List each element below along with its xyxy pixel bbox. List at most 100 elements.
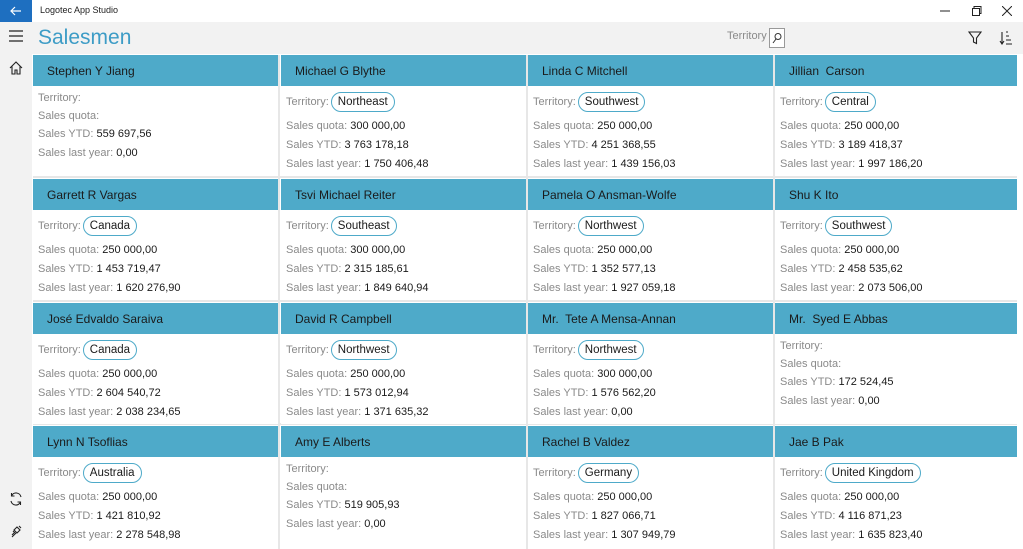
column-divider: [278, 55, 280, 549]
search-placeholder[interactable]: Territory: [727, 30, 767, 42]
salesman-card[interactable]: Rachel B Valdez Territory: Germany Sales qu…: [528, 426, 773, 547]
salesman-card[interactable]: Jillian Carson Territory: Central Sales quo…: [775, 55, 1017, 176]
page-header: Salesmen Territory: [32, 22, 1023, 54]
sales-quota-value: 250 000,00: [597, 491, 653, 503]
sales-last-year-row: Sales last year: 0,00: [533, 406, 633, 418]
salesman-card[interactable]: Stephen Y Jiang Territory: Sales quota: Sal…: [33, 55, 278, 176]
sales-last-year-value: 0,00: [116, 147, 138, 159]
salesman-name: José Edvaldo Saraiva: [47, 312, 164, 326]
sales-last-year-value: 0,00: [858, 395, 880, 407]
territory-badge: Southeast: [330, 216, 397, 236]
sales-last-year-row: Sales last year: 2 073 506,00: [780, 282, 923, 294]
sales-ytd-row: Sales YTD: 4 251 368,55: [533, 139, 656, 151]
sales-last-year-value: 1 620 276,90: [116, 282, 181, 294]
close-button[interactable]: [992, 0, 1022, 22]
territory-search[interactable]: Territory: [727, 25, 787, 49]
search-button[interactable]: [769, 28, 785, 48]
sales-quota-label: Sales quota:: [286, 368, 348, 380]
sales-quota-value: 300 000,00: [597, 368, 653, 380]
salesman-card[interactable]: Amy E Alberts Territory: Sales quota: Sales…: [281, 426, 526, 547]
sales-last-year-value: 2 278 548,98: [116, 529, 181, 541]
sales-quota-value: 300 000,00: [350, 120, 406, 132]
sort-button[interactable]: [995, 27, 1017, 49]
salesman-card[interactable]: Mr. Tete A Mensa-Annan Territory: Northwes…: [528, 303, 773, 424]
territory-row: Territory: Australia: [38, 463, 142, 483]
territory-label: Territory:: [38, 220, 81, 232]
territory-row: Territory:: [38, 92, 81, 104]
sales-quota-label: Sales quota:: [38, 244, 100, 256]
maximize-button[interactable]: [962, 0, 992, 22]
salesman-card[interactable]: Pamela O Ansman-Wolfe Territory: Northwest…: [528, 179, 773, 300]
salesmen-grid: Stephen Y Jiang Territory: Sales quota: Sal…: [33, 55, 1017, 549]
sales-quota-row: Sales quota: 250 000,00: [533, 491, 652, 503]
row-divider: [33, 423, 1017, 425]
territory-badge: Northwest: [577, 216, 644, 236]
sales-last-year-row: Sales last year: 0,00: [780, 395, 880, 407]
salesman-name: Lynn N Tsoflias: [47, 435, 128, 449]
sales-quota-row: Sales quota: 250 000,00: [780, 491, 899, 503]
sales-ytd-row: Sales YTD: 3 763 178,18: [286, 139, 409, 151]
connect-button[interactable]: [6, 521, 26, 541]
sales-quota-value: 250 000,00: [597, 244, 653, 256]
sales-quota-row: Sales quota: 250 000,00: [38, 491, 157, 503]
sales-quota-value: 250 000,00: [350, 368, 406, 380]
sales-quota-row: Sales quota:: [286, 481, 347, 493]
territory-row: Territory:: [780, 340, 823, 352]
sales-last-year-label: Sales last year:: [533, 529, 609, 541]
salesman-card[interactable]: Garrett R Vargas Territory: Canada Sales qu…: [33, 179, 278, 300]
sales-last-year-row: Sales last year: 1 371 635,32: [286, 406, 429, 418]
sales-last-year-label: Sales last year:: [38, 406, 114, 418]
sales-ytd-label: Sales YTD:: [780, 376, 836, 388]
sales-ytd-row: Sales YTD: 2 315 185,61: [286, 263, 409, 275]
card-header: Lynn N Tsoflias: [33, 426, 278, 457]
territory-badge: Southwest: [577, 92, 646, 112]
sales-ytd-row: Sales YTD: 172 524,45: [780, 376, 894, 388]
sales-last-year-value: 1 997 186,20: [858, 158, 923, 170]
card-header: Shu K Ito: [775, 179, 1017, 210]
salesman-card[interactable]: Jae B Pak Territory: United Kingdom Sales q…: [775, 426, 1017, 547]
home-icon: [9, 61, 23, 75]
salesman-name: Linda C Mitchell: [542, 64, 628, 78]
card-header: Mr. Tete A Mensa-Annan: [528, 303, 773, 334]
sales-ytd-label: Sales YTD:: [780, 510, 836, 522]
refresh-button[interactable]: [6, 489, 26, 509]
sales-ytd-row: Sales YTD: 2 458 535,62: [780, 263, 903, 275]
filter-button[interactable]: [964, 27, 986, 49]
sales-ytd-value: 3 189 418,37: [838, 139, 903, 151]
sales-last-year-value: 1 849 640,94: [364, 282, 429, 294]
sales-ytd-row: Sales YTD: 2 604 540,72: [38, 387, 161, 399]
salesman-card[interactable]: David R Campbell Territory: Northwest Sales…: [281, 303, 526, 424]
sales-last-year-row: Sales last year: 1 620 276,90: [38, 282, 181, 294]
salesman-card[interactable]: Mr. Syed E Abbas Territory: Sales quota: Sa…: [775, 303, 1017, 424]
sales-ytd-value: 2 458 535,62: [838, 263, 903, 275]
sales-quota-label: Sales quota:: [533, 491, 595, 503]
column-divider: [526, 55, 528, 549]
salesman-name: Mr. Tete A Mensa-Annan: [542, 312, 676, 326]
salesman-card[interactable]: José Edvaldo Saraiva Territory: Canada Sale…: [33, 303, 278, 424]
sales-last-year-row: Sales last year: 1 997 186,20: [780, 158, 923, 170]
sales-last-year-row: Sales last year: 1 635 823,40: [780, 529, 923, 541]
salesman-name: Mr. Syed E Abbas: [789, 312, 888, 326]
sales-last-year-label: Sales last year:: [286, 158, 362, 170]
sales-last-year-value: 1 635 823,40: [858, 529, 923, 541]
menu-button[interactable]: [6, 26, 26, 46]
sales-ytd-row: Sales YTD: 1 573 012,94: [286, 387, 409, 399]
salesman-card[interactable]: Lynn N Tsoflias Territory: Australia Sales …: [33, 426, 278, 547]
sales-ytd-row: Sales YTD: 1 453 719,47: [38, 263, 161, 275]
salesman-card[interactable]: Tsvi Michael Reiter Territory: Southeast Sa…: [281, 179, 526, 300]
back-button[interactable]: [0, 0, 32, 22]
home-button[interactable]: [6, 58, 26, 78]
sales-last-year-value: 2 038 234,65: [116, 406, 181, 418]
territory-badge: Germany: [577, 463, 640, 483]
sales-ytd-value: 519 905,93: [344, 499, 400, 511]
sales-last-year-row: Sales last year: 0,00: [286, 518, 386, 530]
sort-icon: [999, 31, 1012, 45]
territory-label: Territory:: [533, 96, 576, 108]
refresh-icon: [10, 492, 22, 506]
salesman-card[interactable]: Michael G Blythe Territory: Northeast Sales…: [281, 55, 526, 176]
salesman-card[interactable]: Linda C Mitchell Territory: Southwest Sales…: [528, 55, 773, 176]
salesman-card[interactable]: Shu K Ito Territory: Southwest Sales quota:…: [775, 179, 1017, 300]
sales-quota-label: Sales quota:: [780, 491, 842, 503]
minimize-button[interactable]: [930, 0, 960, 22]
sales-last-year-row: Sales last year: 1 849 640,94: [286, 282, 429, 294]
